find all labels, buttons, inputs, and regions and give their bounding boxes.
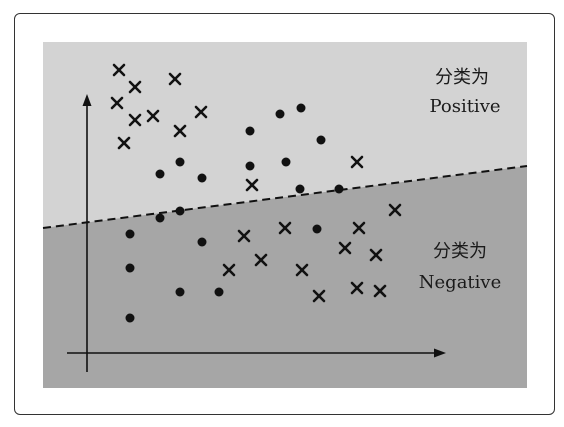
dot-marker bbox=[155, 213, 165, 223]
dot-marker bbox=[197, 173, 207, 183]
cross-marker bbox=[388, 203, 402, 217]
cross-marker bbox=[128, 113, 142, 127]
dot-marker bbox=[312, 224, 322, 234]
dot-marker bbox=[296, 103, 306, 113]
negative-region bbox=[43, 166, 527, 388]
cross-marker bbox=[338, 241, 352, 255]
dot-marker bbox=[175, 157, 185, 167]
cross-marker bbox=[350, 155, 364, 169]
x-axis-arrowhead bbox=[434, 348, 446, 358]
dot-marker bbox=[295, 184, 305, 194]
dot-marker bbox=[175, 287, 185, 297]
dot-marker bbox=[275, 109, 285, 119]
cross-marker bbox=[110, 96, 124, 110]
dot-marker bbox=[281, 157, 291, 167]
dot-marker bbox=[175, 206, 185, 216]
cross-marker bbox=[128, 80, 142, 94]
dot-marker bbox=[245, 161, 255, 171]
dot-marker bbox=[197, 237, 207, 247]
dot-marker bbox=[214, 287, 224, 297]
cross-marker bbox=[312, 289, 326, 303]
dot-marker bbox=[245, 126, 255, 136]
cross-marker bbox=[173, 124, 187, 138]
dot-marker bbox=[125, 229, 135, 239]
cross-marker bbox=[112, 63, 126, 77]
dot-marker bbox=[316, 135, 326, 145]
cross-marker bbox=[168, 72, 182, 86]
dot-marker bbox=[125, 313, 135, 323]
cross-marker bbox=[222, 263, 236, 277]
axes bbox=[67, 94, 446, 372]
positive-label-line2: Positive bbox=[429, 96, 500, 117]
cross-marker bbox=[245, 178, 259, 192]
dot-marker bbox=[125, 263, 135, 273]
dot-marker bbox=[155, 169, 165, 179]
cross-marker bbox=[352, 221, 366, 235]
negative-label-line1: 分类为 bbox=[433, 241, 487, 262]
cross-marker bbox=[278, 221, 292, 235]
cross-marker bbox=[194, 105, 208, 119]
cross-marker bbox=[373, 284, 387, 298]
dot-marker bbox=[334, 184, 344, 194]
cross-marker bbox=[237, 229, 251, 243]
cross-marker bbox=[369, 248, 383, 262]
cross-marker bbox=[350, 281, 364, 295]
cross-marker bbox=[254, 253, 268, 267]
cross-marker bbox=[117, 136, 131, 150]
y-axis-arrowhead bbox=[82, 94, 92, 106]
decision-boundary-line bbox=[42, 165, 528, 229]
data-markers bbox=[110, 63, 402, 323]
positive-label-line1: 分类为 bbox=[435, 67, 489, 88]
cross-marker bbox=[295, 263, 309, 277]
negative-label-line2: Negative bbox=[419, 272, 501, 293]
cross-marker bbox=[146, 109, 160, 123]
